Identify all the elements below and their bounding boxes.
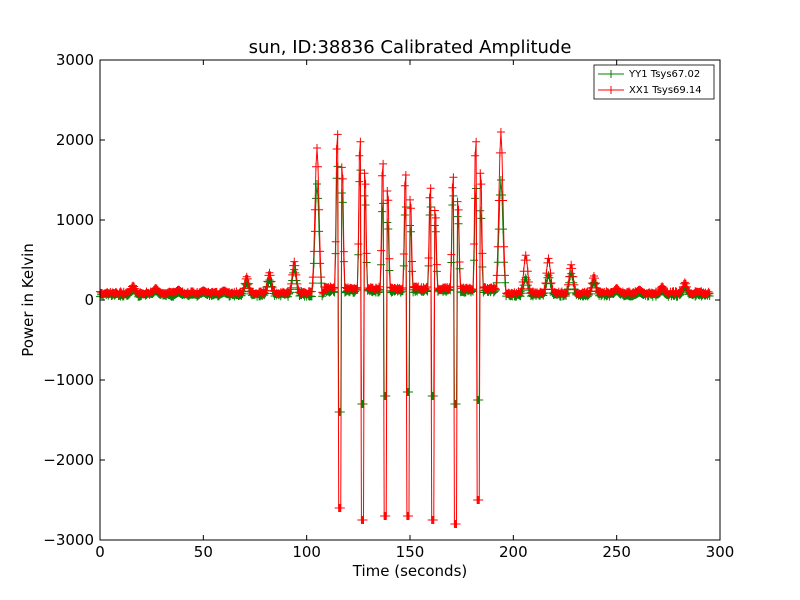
y-tick-label: −1000 bbox=[43, 371, 94, 389]
legend-label-yy1: YY1 Tsys67.02 bbox=[628, 69, 700, 80]
x-tick-label: 50 bbox=[194, 543, 213, 561]
x-tick-label: 250 bbox=[602, 543, 631, 561]
y-tick-label: −2000 bbox=[43, 451, 94, 469]
x-tick-label: 200 bbox=[499, 543, 528, 561]
legend-marker-xx1 bbox=[607, 86, 615, 94]
x-axis: 0 50 100 150 200 250 300 bbox=[95, 60, 734, 561]
y-tick-label: 2000 bbox=[56, 131, 94, 149]
legend: YY1 Tsys67.02 XX1 Tsys69.14 bbox=[593, 64, 715, 100]
chart-title: sun, ID:38836 Calibrated Amplitude bbox=[249, 37, 572, 58]
y-axis: −3000 −2000 −1000 0 1000 2000 3000 bbox=[43, 51, 720, 549]
x-tick-label: 100 bbox=[292, 543, 321, 561]
y-tick-label: 0 bbox=[84, 291, 94, 309]
legend-box bbox=[593, 64, 715, 100]
y-tick-label: −3000 bbox=[43, 531, 94, 549]
x-tick-label: 150 bbox=[396, 543, 425, 561]
x-axis-label: Time (seconds) bbox=[352, 562, 468, 580]
y-tick-label: 3000 bbox=[56, 51, 94, 69]
y-tick-label: 1000 bbox=[56, 211, 94, 229]
legend-label-xx1: XX1 Tsys69.14 bbox=[629, 85, 702, 96]
y-axis-label: Power in Kelvin bbox=[19, 243, 37, 357]
legend-marker-yy1 bbox=[607, 70, 615, 78]
x-tick-label: 300 bbox=[706, 543, 735, 561]
x-tick-label: 0 bbox=[95, 543, 105, 561]
